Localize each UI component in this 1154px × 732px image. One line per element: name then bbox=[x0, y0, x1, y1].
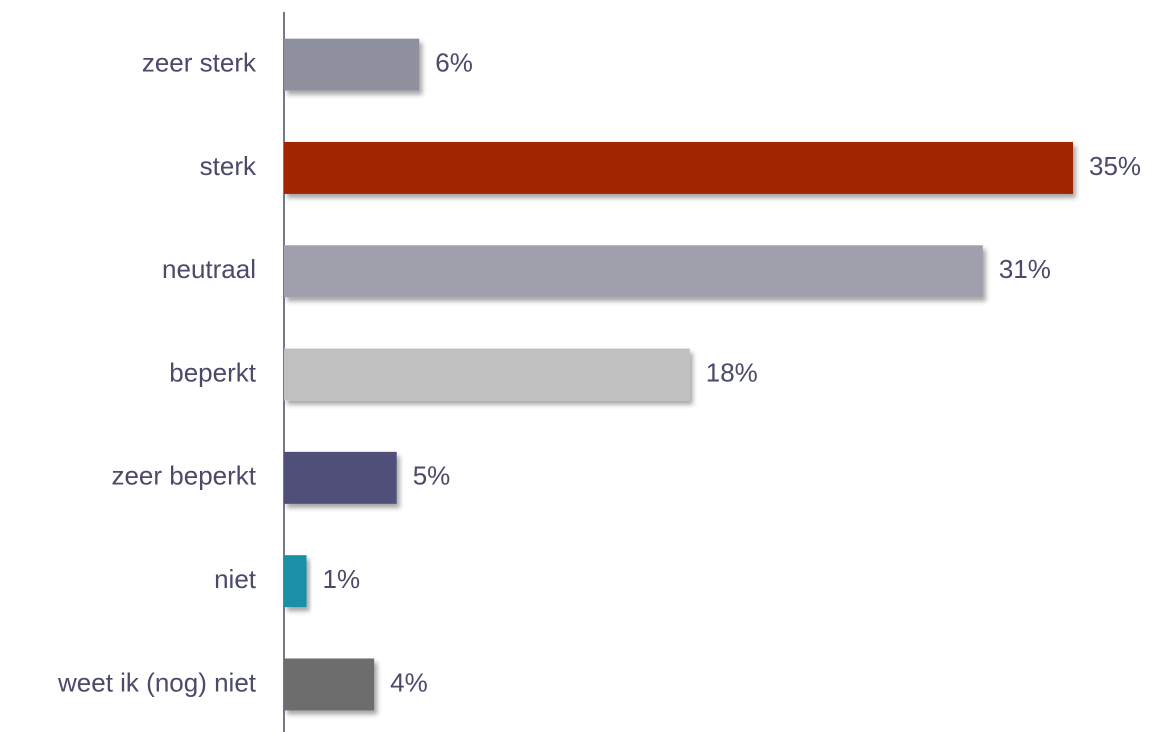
value-label: 35% bbox=[1089, 151, 1141, 181]
bar bbox=[284, 348, 690, 401]
value-label: 31% bbox=[999, 254, 1051, 284]
category-label: beperkt bbox=[169, 357, 256, 387]
value-label: 18% bbox=[706, 357, 758, 387]
value-label: 5% bbox=[413, 461, 451, 491]
bar bbox=[284, 658, 375, 711]
bar bbox=[284, 451, 397, 504]
bar bbox=[284, 245, 983, 298]
category-label: zeer sterk bbox=[142, 48, 257, 78]
value-label: 4% bbox=[390, 667, 428, 697]
bar bbox=[284, 141, 1073, 194]
category-label: niet bbox=[214, 564, 257, 594]
category-label: sterk bbox=[200, 151, 257, 181]
category-label: neutraal bbox=[162, 254, 256, 284]
category-label: weet ik (nog) niet bbox=[57, 667, 257, 697]
value-label: 6% bbox=[435, 48, 473, 78]
category-label: zeer beperkt bbox=[111, 461, 256, 491]
bar bbox=[284, 38, 420, 91]
bar bbox=[284, 555, 307, 608]
value-label: 1% bbox=[323, 564, 361, 594]
